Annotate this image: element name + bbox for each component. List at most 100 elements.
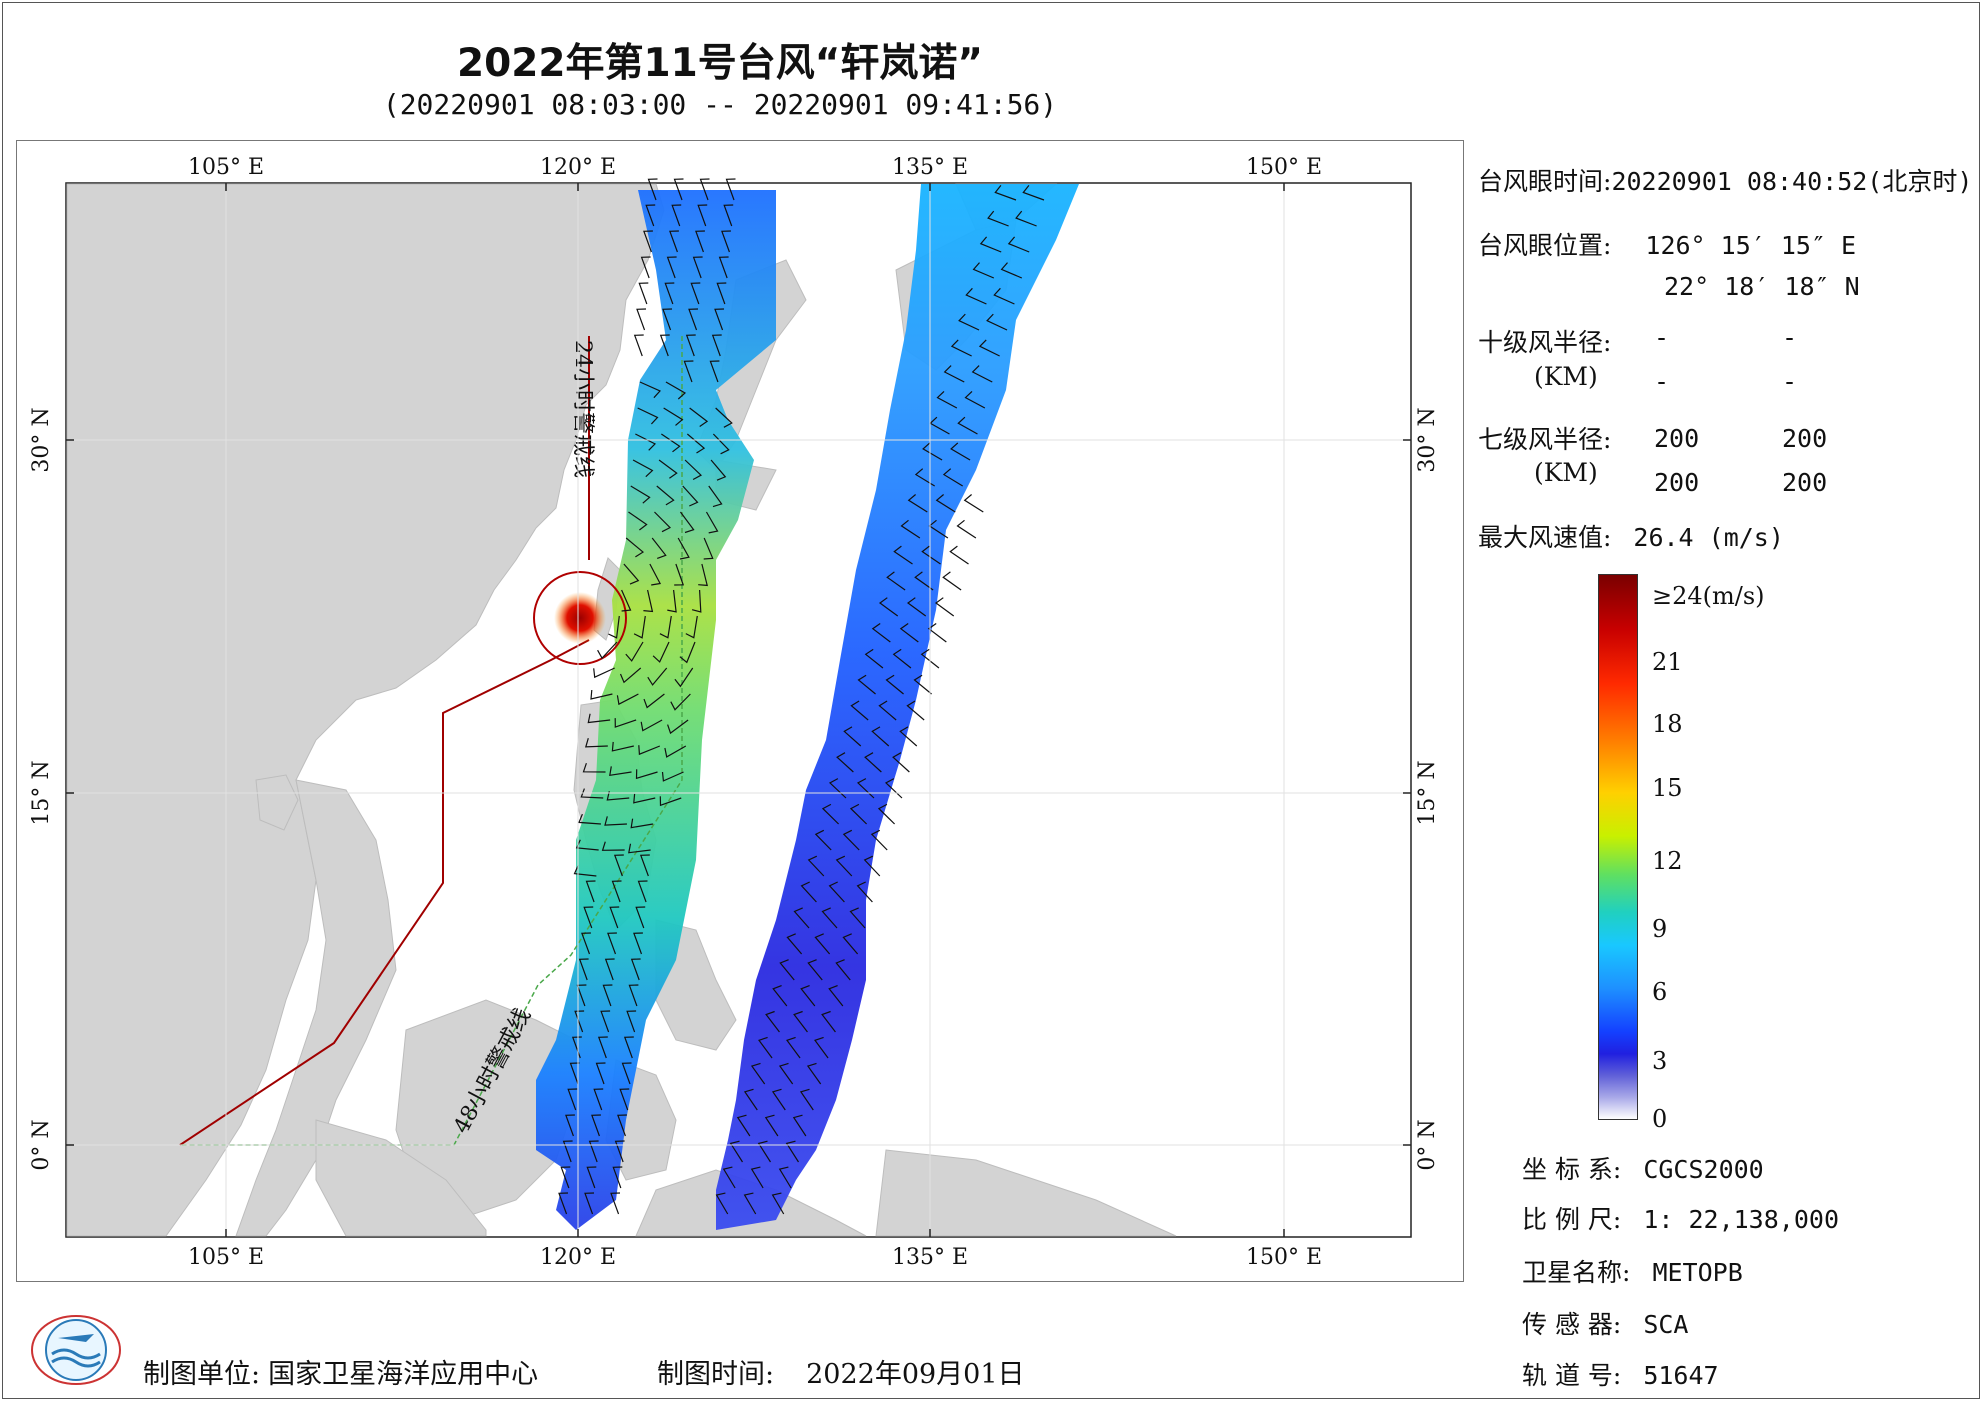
r10-value-se: - [1782, 323, 1798, 352]
wind-barb [595, 1062, 606, 1085]
wind-barb [899, 623, 919, 643]
wind-barb [600, 1010, 611, 1033]
lon-label-top-120: 120° E [540, 155, 616, 180]
wind-barb [609, 906, 620, 929]
wind-barb [637, 407, 659, 425]
wind-barb [994, 185, 1017, 201]
wind-barb [971, 365, 993, 383]
wind-barb [585, 880, 596, 903]
wind-barb [610, 1192, 621, 1215]
wind-barb [792, 1114, 807, 1137]
wind-barb [565, 1114, 575, 1137]
wind-barb [666, 256, 677, 279]
wind-barb [632, 459, 654, 478]
warning-line-24h-south [179, 639, 590, 1146]
wind-barb [778, 1062, 794, 1085]
lat-label-right-15: 15° N [1415, 760, 1440, 825]
wind-barb [677, 537, 690, 560]
wind-barb [864, 648, 884, 669]
wind-barb [899, 726, 918, 747]
satellite-label: 卫星名称: [1522, 1258, 1631, 1287]
lon-label-bottom-120: 120° E [540, 1245, 616, 1270]
wind-barb [667, 719, 689, 735]
wind-barb [877, 803, 896, 825]
wind-barb [871, 726, 890, 747]
wind-barb [793, 907, 810, 929]
wind-barb [639, 381, 662, 399]
wind-barb [814, 829, 832, 851]
wind-barb [573, 865, 597, 877]
wind-barb [591, 1114, 601, 1137]
wind-barb [606, 791, 630, 801]
wind-barb [673, 178, 684, 201]
wind-barb [729, 1140, 743, 1163]
wind-barb [806, 1062, 822, 1085]
wind-barb [654, 511, 672, 533]
wind-barb [682, 485, 699, 507]
scale-row: 比 例 尺: 1: 22,138,000 [1522, 1200, 1839, 1236]
wind-barb [864, 752, 882, 773]
map-title: 2022年第11号台风“轩岚诺” [456, 41, 984, 86]
wind-barb [689, 407, 709, 427]
r7-value-ne: 200 [1654, 424, 1700, 453]
lon-label-bottom-150: 150° E [1246, 1245, 1322, 1270]
wind-barb [711, 334, 722, 357]
wind-barb [633, 932, 643, 955]
wind-barb [679, 641, 696, 664]
lat-label-left-15: 15° N [29, 760, 54, 825]
wind-barb [885, 674, 904, 695]
wind-barb [843, 726, 862, 747]
colorbar-tick-0: 0 [1652, 1105, 1668, 1133]
wind-barb [821, 803, 840, 825]
wind-barb [661, 433, 681, 453]
wind-barb [633, 615, 646, 639]
wind-barb [635, 906, 646, 929]
colorbar-tick-18: 18 [1652, 710, 1683, 738]
colorbar-tick-15: 15 [1652, 774, 1683, 802]
wind-barb [807, 855, 825, 877]
wind-barb [712, 433, 730, 455]
wind-barb [906, 700, 925, 721]
wind-barb [799, 1088, 814, 1111]
wind-barb [965, 287, 987, 305]
wind-barb [987, 210, 1009, 227]
wind-barb [661, 771, 684, 782]
wind-field-map: 24小时警戒线 48小时警戒线 105° E 120° E 135° E 150… [29, 155, 1440, 1270]
wind-barb [743, 1088, 758, 1111]
wind-barb [623, 563, 640, 585]
wind-barb [978, 339, 1000, 357]
wind-barb [758, 1036, 773, 1059]
wind-barb [635, 433, 657, 451]
wind-barb [686, 433, 706, 454]
wind-barb [612, 1166, 623, 1189]
wind-barb [593, 1088, 604, 1111]
wind-barb [708, 485, 723, 508]
wind-barb [715, 1192, 729, 1215]
wind-barb [743, 1192, 757, 1215]
wind-barb [656, 485, 675, 506]
orbit-value: 51647 [1643, 1361, 1719, 1390]
wind-barb [638, 745, 661, 756]
wind-barb [578, 958, 589, 981]
wind-barb [578, 813, 601, 825]
r10-value-ne: - [1654, 323, 1670, 352]
wind-barb [639, 854, 650, 877]
satellite-row: 卫星名称: METOPB [1522, 1253, 1743, 1289]
wind-barb [936, 390, 958, 409]
wind-barb [750, 1166, 764, 1189]
wind-barb [849, 803, 868, 825]
r7-value-nw: 200 [1782, 468, 1828, 497]
graticule [67, 184, 1410, 1236]
wind-barb [878, 597, 899, 617]
wind-barb [611, 741, 634, 752]
nsoas-logo [31, 1315, 121, 1385]
lon-label-top-150: 150° E [1246, 155, 1322, 180]
wind-barb [772, 985, 788, 1007]
wind-barb [950, 442, 971, 461]
wind-barb [575, 839, 599, 851]
wind-barb [684, 459, 703, 481]
wind-barb [1000, 262, 1023, 279]
sensor-value: SCA [1643, 1310, 1689, 1339]
wind-barb [623, 1036, 634, 1059]
wind-barb [821, 1010, 836, 1033]
